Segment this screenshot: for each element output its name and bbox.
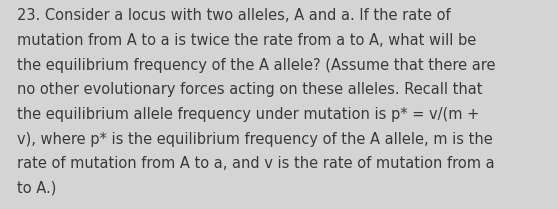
Text: the equilibrium allele frequency under mutation is p* = v/(m +: the equilibrium allele frequency under m… [17, 107, 479, 122]
Text: the equilibrium frequency of the A allele? (Assume that there are: the equilibrium frequency of the A allel… [17, 58, 496, 73]
Text: v), where p* is the equilibrium frequency of the A allele, m is the: v), where p* is the equilibrium frequenc… [17, 132, 493, 147]
Text: 23. Consider a locus with two alleles, A and a. If the rate of: 23. Consider a locus with two alleles, A… [17, 8, 450, 23]
Text: no other evolutionary forces acting on these alleles. Recall that: no other evolutionary forces acting on t… [17, 82, 482, 97]
Text: rate of mutation from A to a, and v is the rate of mutation from a: rate of mutation from A to a, and v is t… [17, 156, 494, 171]
Text: mutation from A to a is twice the rate from a to A, what will be: mutation from A to a is twice the rate f… [17, 33, 476, 48]
Text: to A.): to A.) [17, 181, 56, 196]
